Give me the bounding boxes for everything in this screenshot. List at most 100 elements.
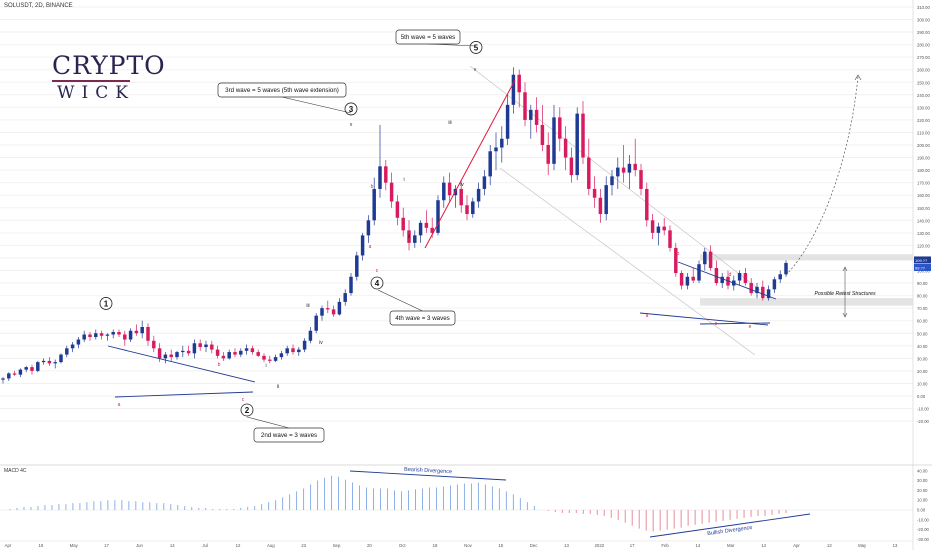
candle-body (645, 188, 649, 221)
x-tick-label: 13 (827, 543, 832, 548)
candle-body (65, 348, 69, 355)
candle-body (546, 145, 550, 164)
price-tag-label: 109.?? (915, 258, 928, 263)
callout-leader (377, 289, 423, 312)
candle-body (389, 182, 394, 202)
y-tick-label: 180.00 (917, 168, 930, 173)
candle-body (181, 350, 185, 353)
candle-body (616, 167, 620, 177)
y-tick-label: 310.00 (917, 5, 930, 10)
y-tick-label: 20.00 (917, 369, 928, 374)
candle-body (529, 109, 533, 120)
candle-body (59, 354, 63, 363)
candle-body (349, 276, 353, 294)
candle-body (123, 334, 127, 340)
candle-body (18, 369, 23, 375)
sub-wave-label: b (677, 251, 680, 257)
callout-box (253, 427, 325, 443)
candle-body (221, 355, 226, 359)
candle-body (633, 163, 637, 171)
candle-body (227, 352, 231, 359)
x-tick-label: 14 (695, 543, 700, 548)
price-tag (914, 263, 931, 271)
y-tick-label: 0.00 (917, 394, 926, 399)
candle-body (70, 344, 75, 349)
candle-body (424, 222, 429, 228)
candle-body (563, 138, 568, 158)
candle-body (674, 247, 678, 274)
trend-lines (107, 74, 862, 398)
candle-body (291, 348, 295, 353)
x-tick-label: Jun (136, 543, 144, 548)
y-tick-label: 30.00 (917, 356, 928, 361)
macd-y-tick: -10.00 (917, 517, 930, 522)
candle-body (233, 352, 237, 355)
candle-body (511, 74, 516, 105)
candle-body (314, 315, 318, 331)
candle-body (604, 185, 608, 215)
x-tick-label: Nov (464, 543, 472, 548)
y-tick-label: 200.00 (917, 143, 930, 148)
y-tick-label: 50.00 (917, 331, 928, 336)
candle-body (146, 326, 150, 341)
candle-body (685, 276, 690, 286)
x-tick-label: 17 (104, 543, 109, 548)
x-tick-label: 13 (564, 543, 569, 548)
macd-y-tick: -30.00 (917, 537, 930, 542)
sub-wave-label: c (242, 397, 245, 403)
candle-body (407, 230, 411, 243)
candle-body (494, 147, 498, 152)
candle-body (36, 362, 40, 371)
candle-body (192, 343, 197, 354)
candle-body (459, 188, 463, 206)
candle-body (436, 200, 440, 233)
y-tick-label: 270.00 (917, 55, 930, 60)
y-tick-label: 40.00 (917, 344, 928, 349)
price-tag-label: 99.?? (915, 265, 926, 270)
x-tick-label: Jul (202, 543, 208, 548)
candle-body (7, 373, 11, 379)
candle-body (372, 188, 376, 221)
candle-body (198, 343, 202, 348)
candle-body (552, 117, 556, 164)
sub-wave-label: a (118, 402, 121, 408)
candle-body (384, 166, 388, 183)
callout-box (389, 310, 456, 326)
candle-body (331, 309, 336, 315)
sub-wave-label: b (218, 362, 221, 368)
sub-wave-label: i (265, 363, 266, 369)
x-tick-label: 13 (893, 543, 898, 548)
candle-body (320, 308, 324, 316)
candle-body (360, 235, 365, 256)
candle-body (47, 360, 52, 364)
logo-line2: WICK (57, 83, 135, 103)
y-tick-label: 300.00 (917, 18, 930, 23)
sub-wave-label: e (749, 324, 752, 330)
candle-body (575, 113, 579, 176)
candle-body (163, 354, 168, 359)
candle-body (239, 350, 243, 355)
candle-body (134, 330, 139, 334)
y-tick-label: 10.00 (917, 381, 928, 386)
candle-body (297, 349, 301, 353)
callouts: 3rd wave = 5 waves (5th wave extension) 5… (217, 29, 876, 443)
trend-line (677, 261, 777, 300)
candle-body (610, 176, 614, 186)
bearish-divergence-label: Bearish Divergence (404, 467, 452, 476)
candle-body (76, 339, 81, 345)
candle-body (262, 355, 266, 360)
price-tag (914, 256, 931, 264)
x-tick-label: 20 (367, 543, 372, 548)
candle-body (169, 354, 173, 358)
macd-y-tick: 0.00 (917, 508, 926, 513)
candle-body (697, 264, 701, 281)
sub-wave-label: b (371, 184, 374, 190)
logo-divider (52, 80, 130, 82)
candle-body (703, 251, 707, 265)
candle-body (505, 104, 510, 139)
candle-body (691, 276, 695, 281)
candle-body (401, 217, 405, 231)
wave-number: 1 (104, 299, 109, 308)
candle-body (627, 163, 632, 173)
candle-body (256, 352, 260, 356)
